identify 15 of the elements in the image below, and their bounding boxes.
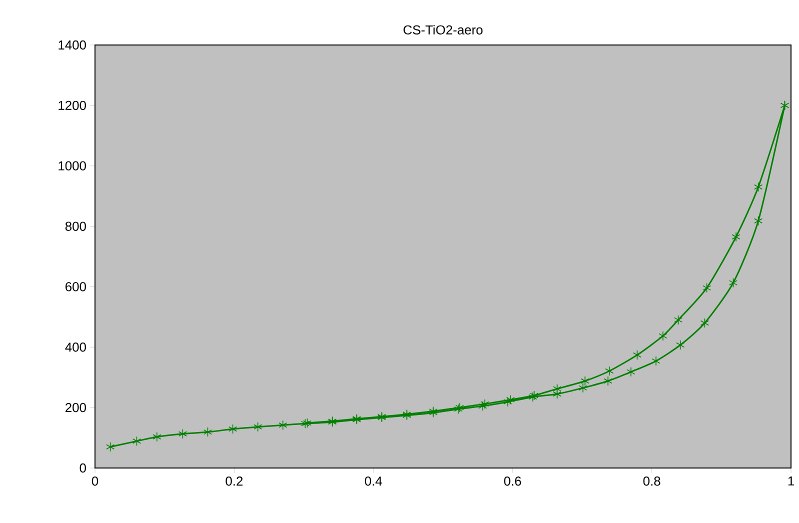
x-tick-label: 0.6 <box>504 476 522 486</box>
y-tick-label: 600 <box>66 282 86 292</box>
y-tick-label: 1400 <box>58 40 86 50</box>
x-tick-label: 0.8 <box>643 476 660 486</box>
x-tick-label: 1 <box>788 476 794 486</box>
y-tick-label: 200 <box>66 402 86 412</box>
x-tick-label: 0.4 <box>364 476 382 486</box>
chart-title: CS-TiO2-aero <box>404 24 483 34</box>
y-tick-label: 400 <box>65 342 86 352</box>
x-tick-label: 0.2 <box>226 476 243 486</box>
x-tick-label: 0 <box>92 476 98 486</box>
y-tick-label: 1000 <box>58 161 86 170</box>
y-tick-label: 800 <box>65 222 86 231</box>
y-tick-label: 0 <box>80 463 86 473</box>
y-tick-label: 1200 <box>58 100 86 110</box>
